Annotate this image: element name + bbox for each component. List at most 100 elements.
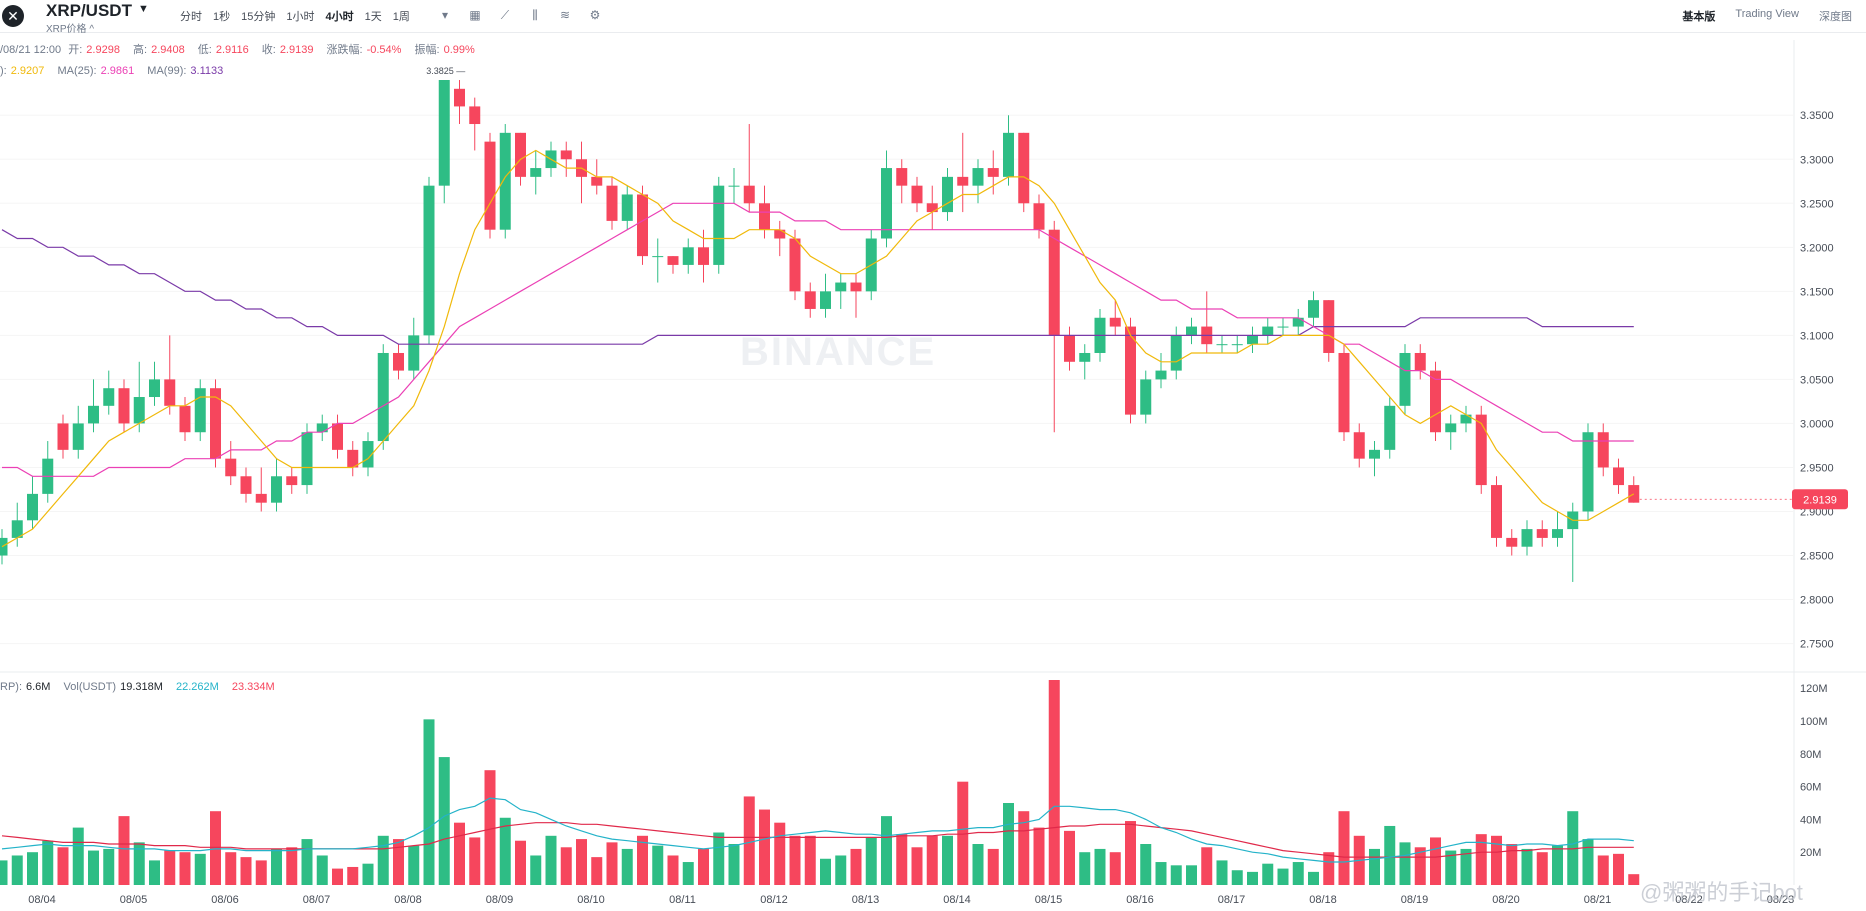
candle	[682, 238, 694, 274]
candle-body	[164, 379, 176, 406]
candle	[576, 141, 587, 204]
line-chart-icon[interactable]: ⟋	[500, 8, 510, 22]
volume-bar	[484, 770, 496, 885]
interval-tab[interactable]: 1秒	[213, 11, 231, 23]
calendar-icon[interactable]: ▦	[469, 8, 481, 22]
candle	[11, 502, 23, 547]
volume-bar	[11, 855, 23, 885]
date-tick-label: 08/07	[303, 894, 331, 906]
volume-bar	[1338, 811, 1350, 885]
candle	[728, 168, 740, 204]
volume-bar	[728, 844, 740, 885]
candle-body	[698, 247, 709, 265]
date-tick-label: 08/11	[669, 894, 696, 906]
volume-bar	[896, 834, 908, 885]
volume-tick-label: 80M	[1800, 749, 1821, 761]
candle-body	[1491, 485, 1502, 538]
candle-body	[255, 493, 267, 503]
candle	[362, 432, 374, 477]
candle-body	[499, 132, 511, 230]
volume-tick-label: 40M	[1800, 814, 1821, 826]
ma25-value: 2.9861	[100, 65, 135, 77]
volume-bar	[1414, 847, 1426, 885]
candle-body	[1216, 344, 1228, 346]
candle-settings-icon[interactable]: ⫼	[532, 8, 538, 22]
volume-bar	[1094, 848, 1106, 885]
gear-icon[interactable]: ⚙	[589, 8, 601, 22]
volume-bar	[1170, 865, 1182, 885]
candle	[225, 441, 237, 486]
volume-bar	[1155, 862, 1167, 885]
volume-legend: RP): 6.6M Vol(USDT) 19.318M 22.262M 23.334…	[0, 681, 285, 693]
date-tick-label: 08/14	[943, 894, 971, 906]
volume-bar	[255, 860, 267, 885]
caret-down-icon[interactable]: ▼	[138, 3, 149, 15]
close-icon[interactable]: ✕	[2, 5, 24, 27]
volume-bar	[1628, 874, 1640, 885]
candle	[1033, 194, 1045, 239]
volume-bar	[438, 757, 450, 885]
candle-body	[1460, 414, 1472, 424]
candle	[57, 414, 69, 459]
view-depth[interactable]: 深度图	[1819, 11, 1852, 23]
volume-bar	[987, 848, 999, 885]
candle	[1567, 502, 1579, 582]
date-tick-label: 08/17	[1218, 894, 1246, 906]
volume-bar	[133, 842, 145, 885]
candle-body	[1277, 326, 1289, 328]
volume-tick-label: 100M	[1800, 716, 1828, 728]
price-tick-label: 3.2500	[1800, 198, 1834, 210]
change-label: 涨跌幅:	[326, 44, 363, 56]
candle	[1506, 529, 1518, 556]
volume-bar	[1079, 852, 1091, 885]
candle-body	[1064, 335, 1075, 362]
volume-bar	[1292, 862, 1304, 885]
candle	[637, 185, 648, 265]
candle-body	[1247, 335, 1258, 345]
volume-bar	[1613, 853, 1624, 885]
date-tick-label: 08/15	[1035, 894, 1063, 906]
open-value: 2.9298	[86, 44, 120, 56]
candle	[347, 441, 359, 477]
pair-selector[interactable]: XRP/USDT	[46, 1, 132, 20]
top-toolbar: ✕ XRP/USDT ▼ XRP价格 ^ 分时 1秒 15分钟 1小时 4小时 …	[0, 0, 1866, 35]
volume-bar	[713, 832, 725, 885]
view-basic[interactable]: 基本版	[1682, 11, 1716, 23]
ma7-line	[1, 149, 1635, 548]
candle-body	[11, 520, 23, 538]
interval-tab[interactable]: 1小时	[286, 11, 315, 23]
candle-body	[1445, 423, 1457, 433]
interval-tab-active[interactable]: 4小时	[325, 11, 354, 23]
candle-body	[926, 203, 938, 213]
candle-body	[179, 405, 191, 433]
pair-subtitle[interactable]: XRP价格 ^	[46, 24, 95, 35]
binance-watermark: BINANCE	[740, 330, 937, 374]
candle	[377, 344, 389, 450]
volume-bar	[591, 857, 603, 885]
candle	[27, 476, 38, 530]
interval-tab[interactable]: 15分钟	[241, 11, 276, 23]
interval-tab[interactable]: 1天	[364, 11, 382, 23]
volume-bar	[530, 855, 542, 885]
interval-tab[interactable]: 1周	[392, 11, 410, 23]
chevron-down-icon[interactable]: ▾	[441, 8, 449, 22]
volume-bar	[606, 842, 618, 885]
candle	[316, 414, 328, 442]
interval-tab[interactable]: 分时	[180, 11, 202, 23]
candle-body	[911, 185, 923, 204]
view-tradingview[interactable]: Trading View	[1735, 8, 1799, 20]
candle	[1475, 405, 1487, 494]
candle-body	[1170, 335, 1182, 371]
candle	[881, 150, 892, 248]
volume-bar	[1140, 844, 1152, 885]
candle	[72, 405, 84, 459]
volume-bar	[347, 866, 359, 885]
candle-body	[1018, 132, 1030, 204]
axes: 3.3500 3.3000 3.2500 3.2000 3.1500 3.1000 3.05…	[28, 110, 1833, 906]
volume-bar	[210, 811, 221, 885]
candle	[1109, 300, 1121, 336]
candle-body	[652, 256, 664, 258]
candle-body	[1582, 432, 1594, 512]
indicator-icon[interactable]: ≋	[559, 8, 571, 22]
